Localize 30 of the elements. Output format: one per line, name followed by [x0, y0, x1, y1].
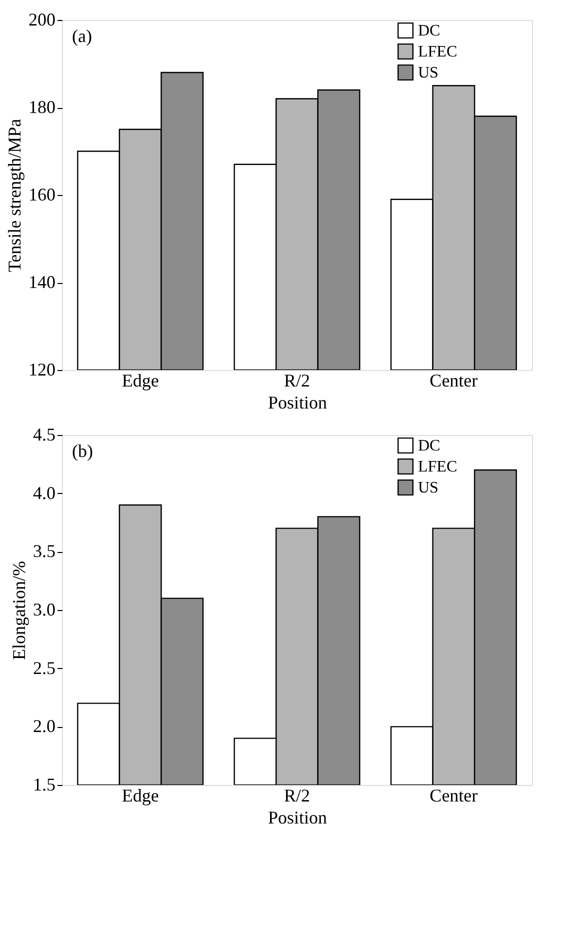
- x-tick-label: Center: [430, 786, 478, 806]
- legend-label: LFEC: [418, 458, 458, 476]
- x-tick-label: R/2: [284, 786, 310, 806]
- y-axis-title: Tensile strength/MPa: [4, 118, 24, 272]
- x-axis-title: Position: [268, 392, 328, 412]
- y-tick-label: 160: [28, 184, 56, 204]
- y-tick-label: 4.0: [33, 482, 56, 503]
- y-tick-label: 4.5: [33, 424, 56, 444]
- x-tick-label: Edge: [122, 786, 159, 806]
- y-tick-label: 180: [28, 97, 56, 117]
- y-tick-label: 120: [28, 360, 56, 380]
- x-tick-label: Edge: [122, 370, 159, 390]
- legend-label: LFEC: [418, 44, 458, 60]
- x-tick-label: R/2: [284, 370, 310, 390]
- y-tick-label: 1.5: [33, 774, 56, 794]
- x-tick-label: Center: [430, 370, 478, 390]
- annotation: (a): [72, 26, 92, 46]
- legend-label: DC: [418, 22, 440, 40]
- y-tick-label: 3.5: [33, 541, 56, 562]
- x-axis-title: Position: [268, 808, 328, 828]
- y-axis-title: Elongation/%: [9, 561, 29, 660]
- y-tick-label: 3.0: [33, 600, 56, 620]
- y-tick-label: 140: [28, 272, 56, 292]
- legend-label: US: [418, 480, 438, 496]
- y-tick-label: 2.0: [33, 716, 56, 736]
- legend-label: US: [418, 64, 438, 82]
- y-tick-label: 200: [28, 10, 56, 30]
- annotation: (b): [72, 441, 93, 461]
- y-tick-label: 2.5: [33, 658, 56, 678]
- legend-label: DC: [418, 438, 440, 454]
